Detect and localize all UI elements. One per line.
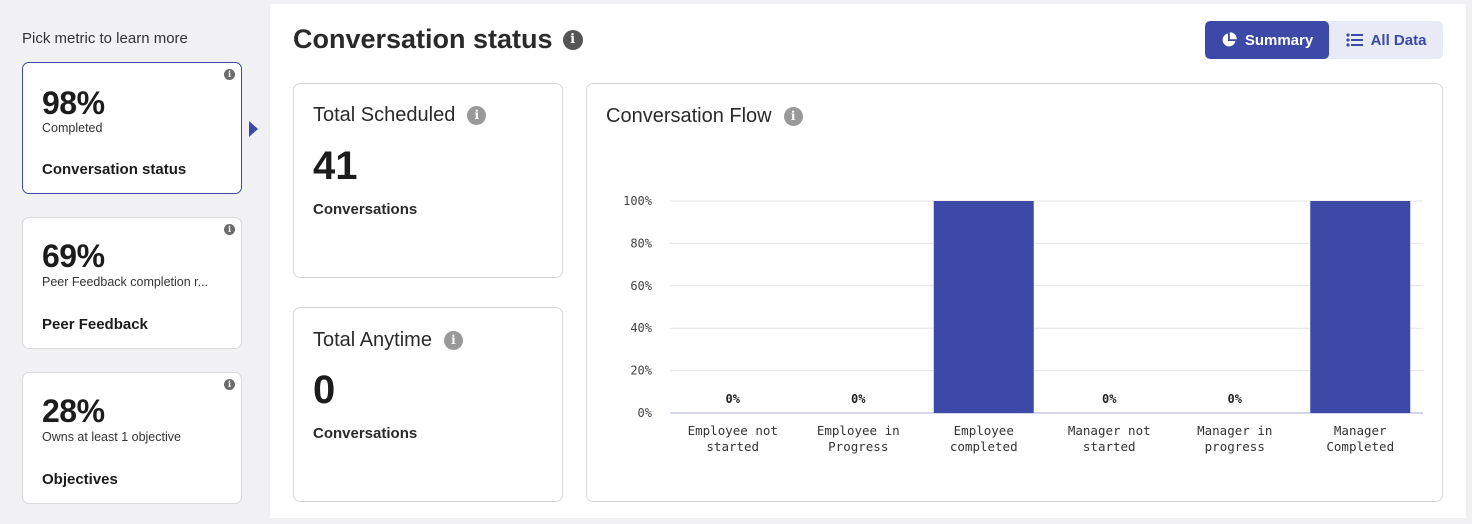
stat-value: 41 bbox=[313, 144, 358, 188]
x-tick-label: Employee not bbox=[688, 423, 778, 438]
summary-button[interactable]: Summary bbox=[1205, 21, 1329, 59]
x-tick-label: Completed bbox=[1326, 439, 1394, 454]
metric-card-peer-feedback[interactable]: i 69% Peer Feedback completion r... Peer… bbox=[22, 217, 242, 349]
x-tick-label: Employee in bbox=[817, 423, 900, 438]
main-panel: Conversation status i Summary All Data T… bbox=[270, 4, 1466, 518]
chart-title: Conversation Flow i bbox=[606, 105, 803, 128]
metric-subtitle: Peer Feedback completion r... bbox=[42, 275, 209, 289]
chart-title-text: Conversation Flow bbox=[606, 105, 772, 127]
stat-title: Total Anytime i bbox=[313, 329, 463, 352]
info-icon[interactable]: i bbox=[443, 331, 463, 350]
data-label: 0% bbox=[1102, 392, 1117, 406]
caret-right-icon bbox=[249, 121, 258, 137]
bar bbox=[933, 201, 1034, 413]
y-tick-label: 80% bbox=[630, 236, 652, 250]
info-icon[interactable]: i bbox=[562, 29, 583, 50]
x-tick-label: Manager in bbox=[1197, 423, 1272, 438]
sidebar-title: Pick metric to learn more bbox=[22, 30, 188, 47]
metric-name: Objectives bbox=[42, 471, 118, 488]
y-tick-label: 20% bbox=[630, 364, 652, 378]
total-scheduled-card: Total Scheduled i 41 Conversations bbox=[293, 83, 563, 278]
metric-value: 69% bbox=[42, 238, 105, 274]
metric-subtitle: Completed bbox=[42, 121, 103, 135]
x-tick-label: Employee bbox=[954, 423, 1014, 438]
conversation-flow-card: Conversation Flow i 0% 20% 40% 60% 80% 100% 0%… bbox=[586, 83, 1443, 502]
data-label: 0% bbox=[851, 392, 866, 406]
info-icon[interactable]: i bbox=[467, 106, 487, 125]
conversation-flow-chart: 0%20%40%60%80%100%0%Employee notstarted0… bbox=[623, 194, 1423, 454]
x-tick-label: progress bbox=[1205, 439, 1265, 454]
x-tick-label: started bbox=[1083, 439, 1136, 454]
summary-label: Summary bbox=[1244, 31, 1314, 49]
page-title-text: Conversation status bbox=[293, 24, 553, 54]
x-tick-label: Manager bbox=[1334, 423, 1387, 438]
view-toggle: Summary All Data bbox=[1205, 21, 1443, 59]
metric-value: 98% bbox=[42, 85, 105, 121]
bar bbox=[1310, 201, 1411, 413]
metric-name: Conversation status bbox=[42, 161, 187, 178]
info-icon[interactable]: i bbox=[783, 107, 803, 126]
y-tick-label: 0% bbox=[638, 406, 653, 420]
stat-value: 0 bbox=[313, 368, 336, 412]
x-tick-label: completed bbox=[950, 439, 1018, 454]
data-label: 0% bbox=[726, 392, 741, 406]
all-data-button[interactable]: All Data bbox=[1329, 21, 1443, 59]
stat-title: Total Scheduled i bbox=[313, 104, 487, 127]
y-tick-label: 100% bbox=[623, 194, 653, 208]
metric-sidebar: Pick metric to learn more i 98% Complete… bbox=[0, 0, 262, 524]
info-icon[interactable]: i bbox=[224, 224, 235, 235]
stat-unit: Conversations bbox=[313, 425, 418, 442]
x-tick-label: Progress bbox=[828, 439, 888, 454]
stat-title-text: Total Anytime bbox=[313, 329, 432, 351]
metric-subtitle: Owns at least 1 objective bbox=[42, 430, 181, 444]
metric-name: Peer Feedback bbox=[42, 316, 148, 333]
stat-title-text: Total Scheduled bbox=[313, 104, 456, 126]
x-tick-label: Manager not bbox=[1068, 423, 1151, 438]
pie-chart-icon bbox=[1222, 32, 1237, 47]
y-tick-label: 60% bbox=[630, 279, 652, 293]
list-icon bbox=[1345, 33, 1363, 47]
all-data-label: All Data bbox=[1370, 31, 1427, 49]
y-tick-label: 40% bbox=[630, 321, 652, 335]
metric-card-objectives[interactable]: i 28% Owns at least 1 objective Objectiv… bbox=[22, 372, 242, 504]
info-icon[interactable]: i bbox=[224, 69, 235, 80]
page-title: Conversation status i bbox=[293, 24, 583, 55]
metric-card-conversation-status[interactable]: i 98% Completed Conversation status bbox=[22, 62, 242, 194]
stat-unit: Conversations bbox=[313, 201, 418, 218]
total-anytime-card: Total Anytime i 0 Conversations bbox=[293, 307, 563, 502]
info-icon[interactable]: i bbox=[224, 379, 235, 390]
data-label: 0% bbox=[1228, 392, 1243, 406]
x-tick-label: started bbox=[706, 439, 759, 454]
metric-value: 28% bbox=[42, 393, 105, 429]
